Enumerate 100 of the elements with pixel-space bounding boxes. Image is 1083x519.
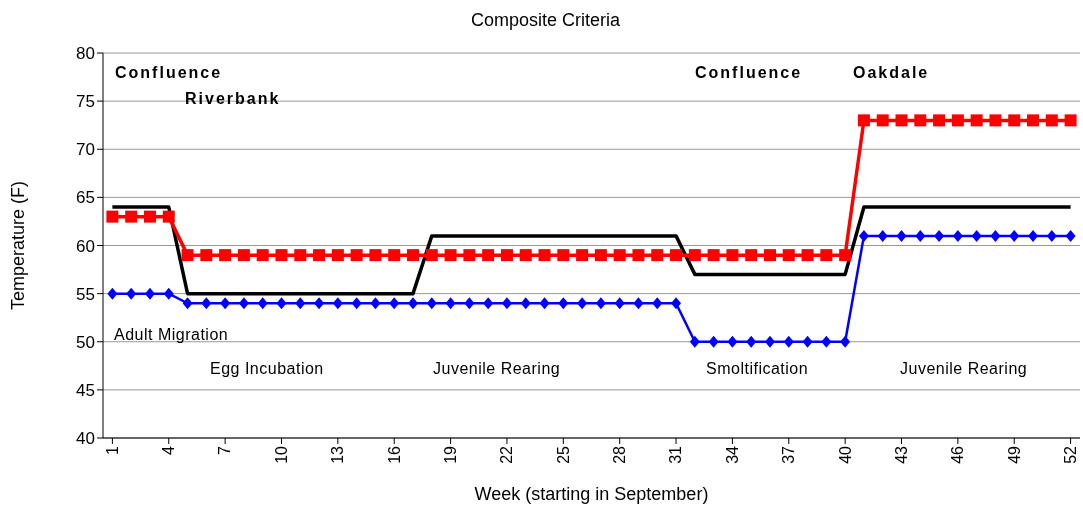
point [444,249,457,262]
point [671,297,682,310]
y-tick-label: 55 [76,284,95,304]
y-tick-label: 65 [76,188,95,208]
point [970,114,983,127]
point [313,249,326,262]
point [276,297,287,310]
point [763,249,776,262]
point [1009,229,1020,242]
point [143,210,156,223]
point [745,249,758,262]
point [294,249,307,262]
point [934,229,945,242]
point [201,297,212,310]
point [688,249,701,262]
point [126,287,137,300]
point [801,249,814,262]
point [500,249,513,262]
point [389,297,400,310]
point [482,249,495,262]
point [783,335,794,348]
point [539,297,550,310]
annotation: Oakdale [853,64,930,82]
point [614,297,625,310]
x-tick-label: 37 [780,445,798,464]
point [463,249,476,262]
point [971,229,982,242]
point [689,335,700,348]
point [594,249,607,262]
annotation: Egg Incubation [210,360,324,378]
y-tick-label: 75 [76,92,95,112]
point [1008,114,1021,127]
point [219,249,232,262]
x-axis-title: Week (starting in September) [474,484,709,504]
point [483,297,494,310]
point [519,249,532,262]
x-tick-label: 10 [272,445,290,464]
point [708,335,719,348]
point [426,297,437,310]
point [200,249,213,262]
point [877,229,888,242]
annotation: Juvenile Rearing [900,360,1028,378]
x-tick-label: 13 [329,445,347,464]
x-tick-label: 46 [949,445,967,464]
point [163,287,174,300]
point [445,297,456,310]
point [613,249,626,262]
point [840,335,851,348]
point [595,297,606,310]
point [1045,114,1058,127]
point [858,229,869,242]
point [670,249,683,262]
point [896,229,907,242]
annotation: Confluence [115,64,223,82]
point [1065,229,1076,242]
point [895,114,908,127]
annotation: Smoltification [706,360,809,378]
point [764,335,775,348]
point [425,249,438,262]
point [652,297,663,310]
point [952,229,963,242]
point [256,249,269,262]
annotation: Riverbank [185,90,281,108]
point [820,249,833,262]
point [332,297,343,310]
point [538,249,551,262]
point [876,114,889,127]
point [1027,114,1040,127]
y-tick-label: 45 [76,380,95,400]
annotation: Juvenile Rearing [433,360,561,378]
x-tick-label: 16 [385,445,403,464]
point [144,287,155,300]
annotation: Confluence [695,64,803,82]
point [182,297,193,310]
x-tick-label: 49 [1005,445,1023,464]
y-tick-label: 60 [76,236,95,256]
x-tick-label: 43 [892,445,910,464]
x-tick-label: 7 [216,445,234,455]
x-tick-label: 4 [160,445,178,455]
point [782,249,795,262]
y-tick-label: 70 [76,140,95,160]
point [933,114,946,127]
y-tick-label: 50 [76,332,95,352]
x-tick-label: 19 [441,445,459,464]
point [501,297,512,310]
point [257,297,268,310]
point [464,297,475,310]
point [107,287,118,300]
point [407,249,420,262]
point [577,297,588,310]
point [633,297,644,310]
point [106,210,119,223]
point [989,114,1002,127]
point [707,249,720,262]
point [915,229,926,242]
point [632,249,645,262]
x-tick-label: 28 [611,445,629,464]
point [839,249,852,262]
point [727,335,738,348]
point [802,335,813,348]
